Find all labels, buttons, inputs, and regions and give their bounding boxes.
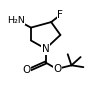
Text: N: N (42, 44, 49, 54)
Text: O: O (23, 65, 31, 75)
Text: F: F (57, 10, 63, 20)
Text: H₂N: H₂N (7, 16, 25, 25)
Text: O: O (53, 64, 61, 74)
